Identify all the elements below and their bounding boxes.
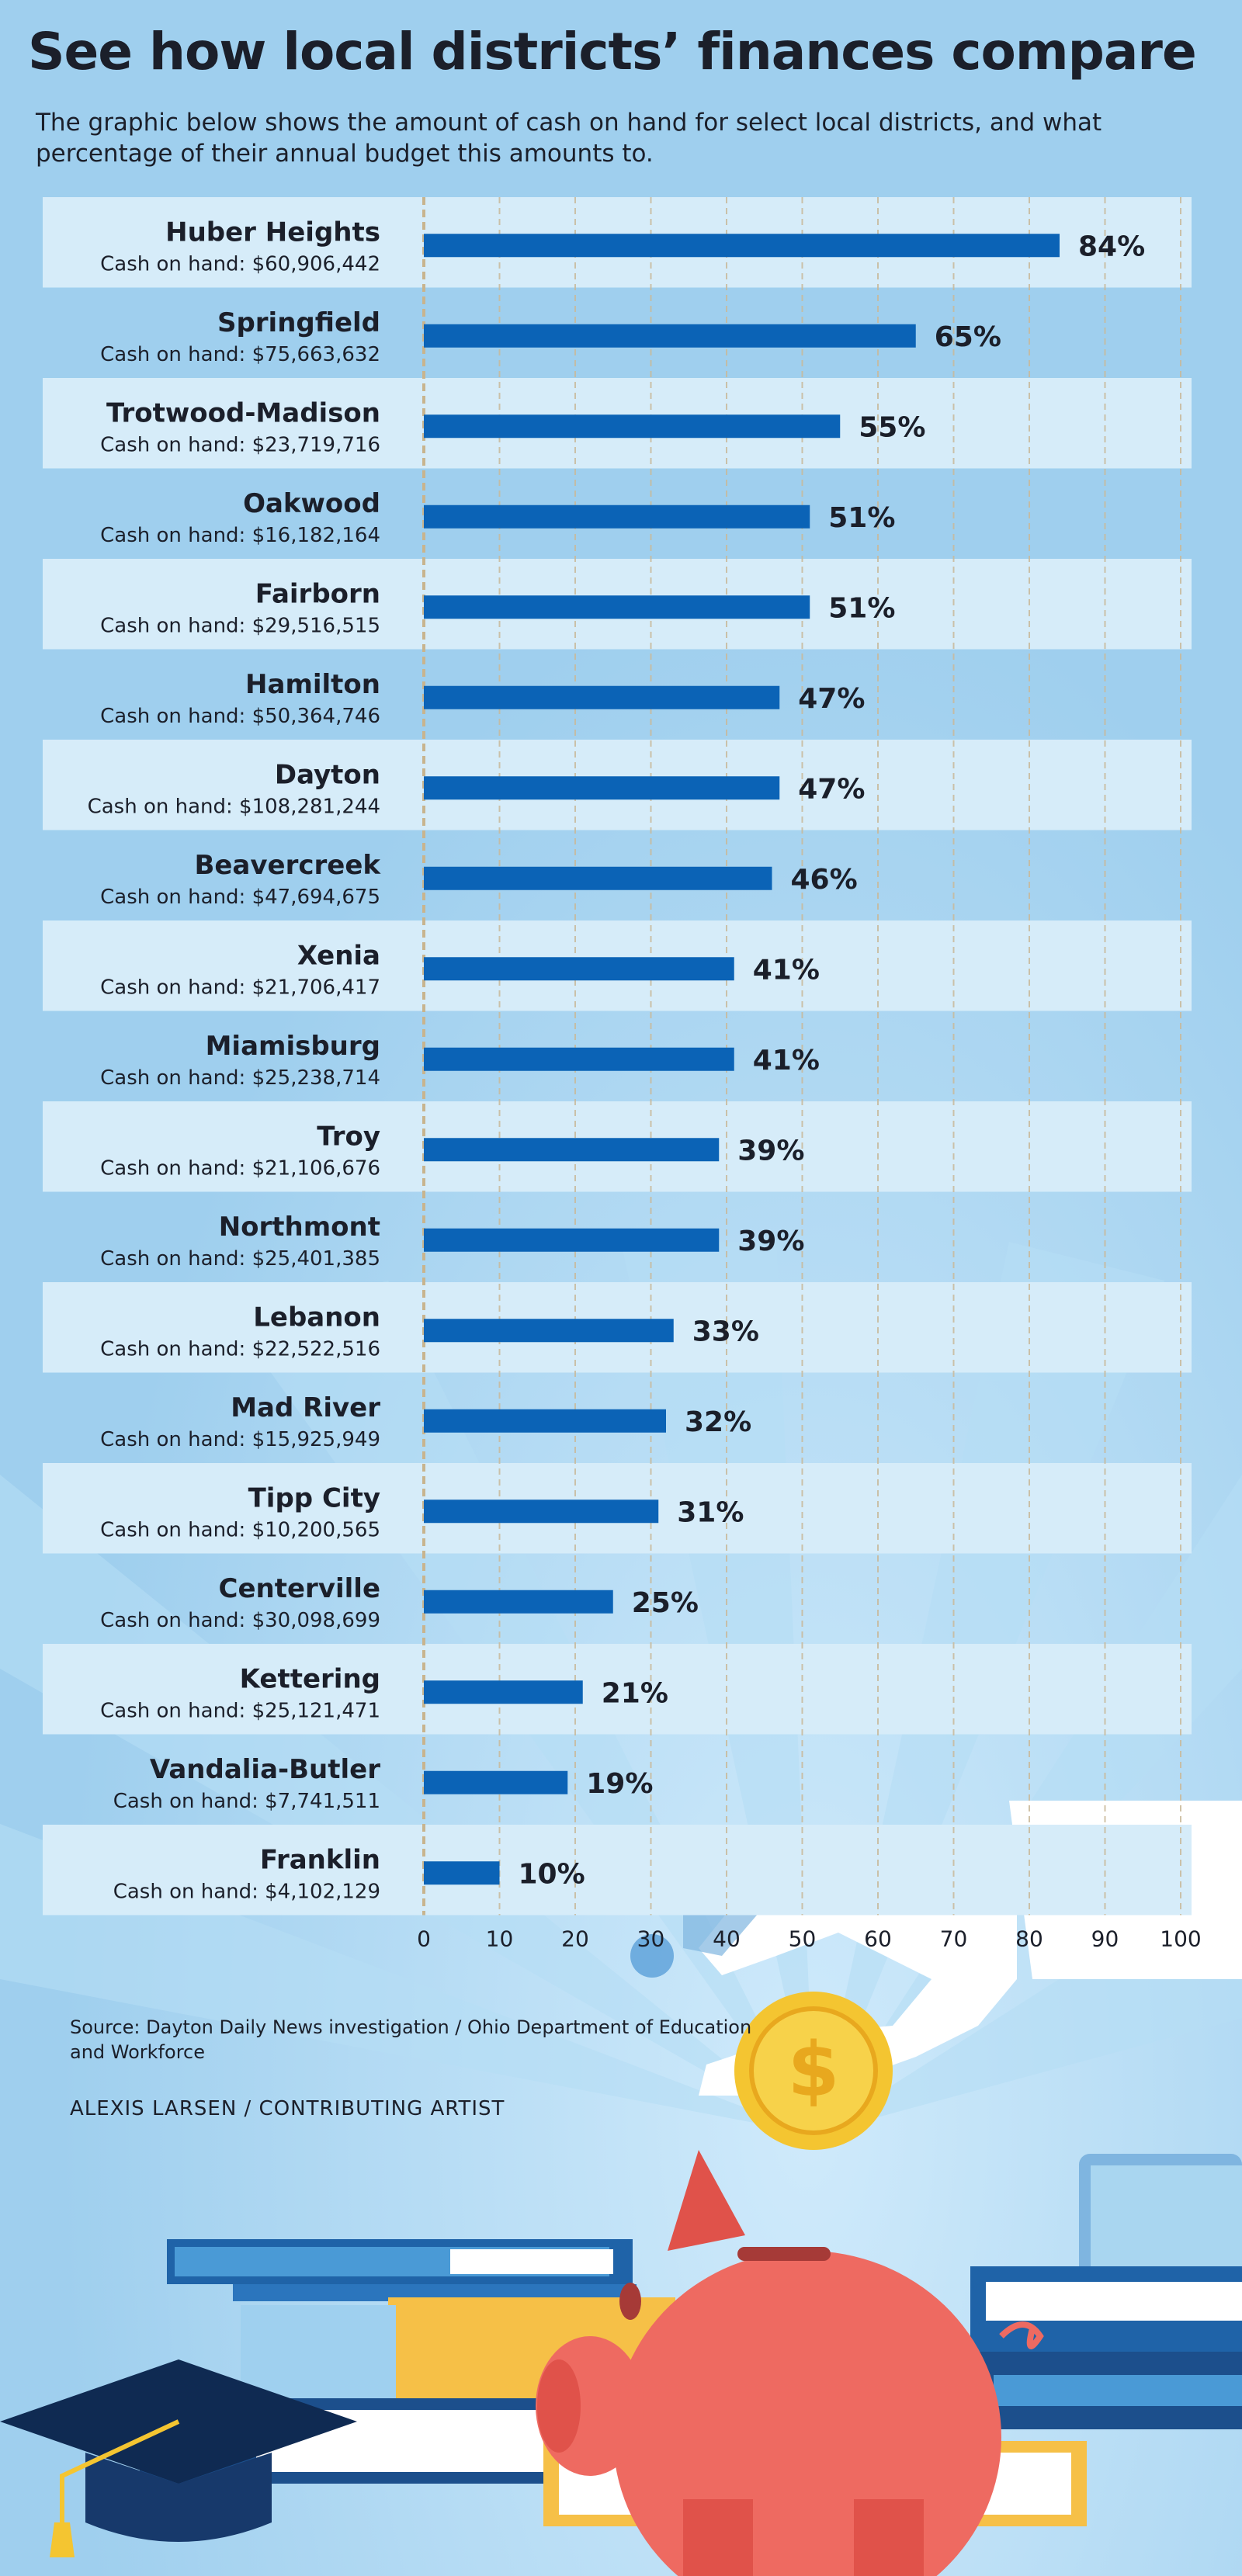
x-tick-label: 90 xyxy=(1091,1926,1119,1952)
bar xyxy=(424,1138,720,1162)
bar xyxy=(424,414,841,439)
cash-on-hand-label: Cash on hand: $7,741,511 xyxy=(113,1790,380,1813)
cash-on-hand-label: Cash on hand: $22,522,516 xyxy=(100,1337,380,1361)
cash-on-hand-label: Cash on hand: $23,719,716 xyxy=(100,433,380,456)
x-tick-label: 20 xyxy=(561,1926,589,1952)
bar xyxy=(424,1228,720,1252)
cash-on-hand-label: Cash on hand: $47,694,675 xyxy=(100,886,380,909)
value-label: 51% xyxy=(828,502,895,534)
piggy-bank-icon xyxy=(536,2150,1044,2576)
cash-on-hand-label: Cash on hand: $10,200,565 xyxy=(100,1518,380,1541)
bar xyxy=(424,1861,500,1885)
value-label: 39% xyxy=(737,1226,804,1257)
category-label: Miamisburg xyxy=(206,1031,380,1062)
cash-on-hand-label: Cash on hand: $25,121,471 xyxy=(100,1699,380,1722)
cash-on-hand-label: Cash on hand: $21,706,417 xyxy=(100,976,380,999)
page-subtitle: The graphic below shows the amount of ca… xyxy=(36,109,1102,168)
cash-on-hand-label: Cash on hand: $25,401,385 xyxy=(100,1247,380,1271)
category-label: Kettering xyxy=(240,1663,380,1694)
cash-on-hand-label: Cash on hand: $15,925,949 xyxy=(100,1428,380,1451)
value-label: 47% xyxy=(798,773,865,805)
graduation-cap-icon xyxy=(0,2359,357,2557)
value-label: 65% xyxy=(935,321,1001,353)
value-label: 41% xyxy=(753,1045,820,1077)
cash-on-hand-label: Cash on hand: $29,516,515 xyxy=(100,614,380,637)
x-tick-label: 0 xyxy=(417,1926,431,1952)
cash-on-hand-label: Cash on hand: $21,106,676 xyxy=(100,1156,380,1180)
category-label: Tipp City xyxy=(248,1482,380,1513)
bar xyxy=(424,1047,734,1071)
value-label: 33% xyxy=(692,1316,759,1347)
value-label: 39% xyxy=(737,1135,804,1167)
cash-on-hand-label: Cash on hand: $4,102,129 xyxy=(113,1880,380,1903)
value-label: 21% xyxy=(602,1677,668,1709)
value-label: 55% xyxy=(859,411,925,443)
cash-on-hand-label: Cash on hand: $30,098,699 xyxy=(100,1609,380,1632)
artist-credit: ALEXIS LARSEN / CONTRIBUTING ARTIST xyxy=(70,2097,505,2120)
x-tick-label: 10 xyxy=(486,1926,514,1952)
category-label: Centerville xyxy=(219,1573,380,1604)
category-label: Springfield xyxy=(217,307,380,338)
bar xyxy=(424,324,916,348)
category-label: Troy xyxy=(317,1121,380,1152)
value-label: 32% xyxy=(685,1406,751,1438)
cash-on-hand-label: Cash on hand: $60,906,442 xyxy=(100,252,380,276)
source-note: Source: Dayton Daily News investigation … xyxy=(70,2016,752,2063)
cash-on-hand-label: Cash on hand: $50,364,746 xyxy=(100,705,380,728)
value-label: 46% xyxy=(791,864,858,896)
x-tick-label: 80 xyxy=(1015,1926,1043,1952)
value-label: 41% xyxy=(753,954,820,986)
category-label: Northmont xyxy=(219,1212,380,1243)
bar xyxy=(424,1499,659,1524)
coin-icon: $ xyxy=(734,1992,893,2150)
page-title: See how local districts’ finances compar… xyxy=(28,22,1197,81)
bar xyxy=(424,1770,568,1794)
x-tick-label: 60 xyxy=(864,1926,892,1952)
x-tick-label: 50 xyxy=(789,1926,817,1952)
bar xyxy=(424,685,780,709)
row-band xyxy=(43,1644,1192,1735)
value-label: 47% xyxy=(798,683,865,715)
category-label: Mad River xyxy=(231,1392,380,1423)
cash-on-hand-label: Cash on hand: $16,182,164 xyxy=(100,524,380,547)
category-label: Beavercreek xyxy=(194,850,381,881)
value-label: 31% xyxy=(677,1496,744,1528)
x-tick-label: 100 xyxy=(1160,1926,1201,1952)
value-label: 10% xyxy=(519,1858,585,1890)
cash-on-hand-label: Cash on hand: $25,238,714 xyxy=(100,1066,380,1090)
bar xyxy=(424,1590,613,1614)
bar xyxy=(424,595,810,619)
category-label: Hamilton xyxy=(245,669,380,700)
category-label: Dayton xyxy=(275,759,380,790)
svg-text:$: $ xyxy=(788,2026,840,2113)
bar xyxy=(424,866,772,890)
value-label: 84% xyxy=(1078,231,1145,262)
category-label: Franklin xyxy=(260,1844,380,1875)
category-label: Xenia xyxy=(297,940,380,971)
x-tick-label: 30 xyxy=(637,1926,665,1952)
cash-on-hand-label: Cash on hand: $108,281,244 xyxy=(88,795,380,818)
cash-on-hand-label: Cash on hand: $75,663,632 xyxy=(100,343,380,366)
x-tick-label: 40 xyxy=(713,1926,741,1952)
value-label: 19% xyxy=(586,1768,653,1800)
bar xyxy=(424,1680,583,1704)
bar xyxy=(424,504,810,529)
bar xyxy=(424,957,734,981)
category-label: Huber Heights xyxy=(165,217,380,248)
cash-on-hand-bar-chart: Huber Heights Springfield Trotwood-Madison… xyxy=(43,197,1202,1952)
bar xyxy=(424,234,1060,258)
category-label: Fairborn xyxy=(255,578,380,609)
category-label: Trotwood-Madison xyxy=(106,397,380,428)
value-label: 51% xyxy=(828,592,895,624)
bar xyxy=(424,776,780,800)
row-band xyxy=(43,1825,1192,1916)
category-label: Lebanon xyxy=(253,1302,380,1333)
category-label: Oakwood xyxy=(243,488,380,519)
bar xyxy=(424,1409,666,1433)
value-label: 25% xyxy=(632,1587,699,1619)
bar xyxy=(424,1319,674,1343)
x-tick-label: 70 xyxy=(940,1926,968,1952)
category-label: Vandalia-Butler xyxy=(150,1754,380,1785)
